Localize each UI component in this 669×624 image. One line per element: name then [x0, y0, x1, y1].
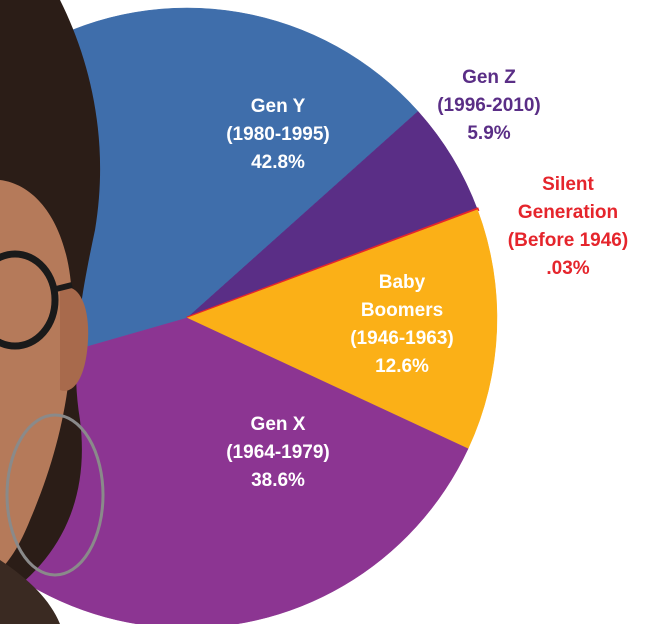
slice-label: (1996-2010): [437, 95, 541, 116]
slice-label: (1980-1995): [226, 124, 330, 145]
value-label: 42.8%: [251, 152, 305, 173]
slice-label: Baby: [379, 272, 426, 293]
slice-label: (1946-1963): [350, 328, 454, 349]
value-label: 12.6%: [375, 356, 429, 377]
slice-label: Silent: [542, 174, 594, 195]
page: {"chart_data": {"type": "pie", "categori…: [0, 0, 669, 624]
value-label: 5.9%: [467, 123, 510, 144]
slice-label: Gen Y: [251, 96, 306, 117]
slice-label: Boomers: [361, 300, 443, 321]
slice-label: Gen Z: [462, 67, 516, 88]
value-label: .03%: [546, 258, 589, 279]
value-label: 38.6%: [251, 470, 305, 491]
chart: Gen Y (1980-1995) 42.8% Gen Z (1996-2010) 5.9…: [0, 0, 669, 624]
slice-label: (Before 1946): [508, 230, 628, 251]
slice-label: Generation: [518, 202, 618, 223]
slice-label: (1964-1979): [226, 442, 330, 463]
slice-label: Gen X: [251, 414, 306, 435]
